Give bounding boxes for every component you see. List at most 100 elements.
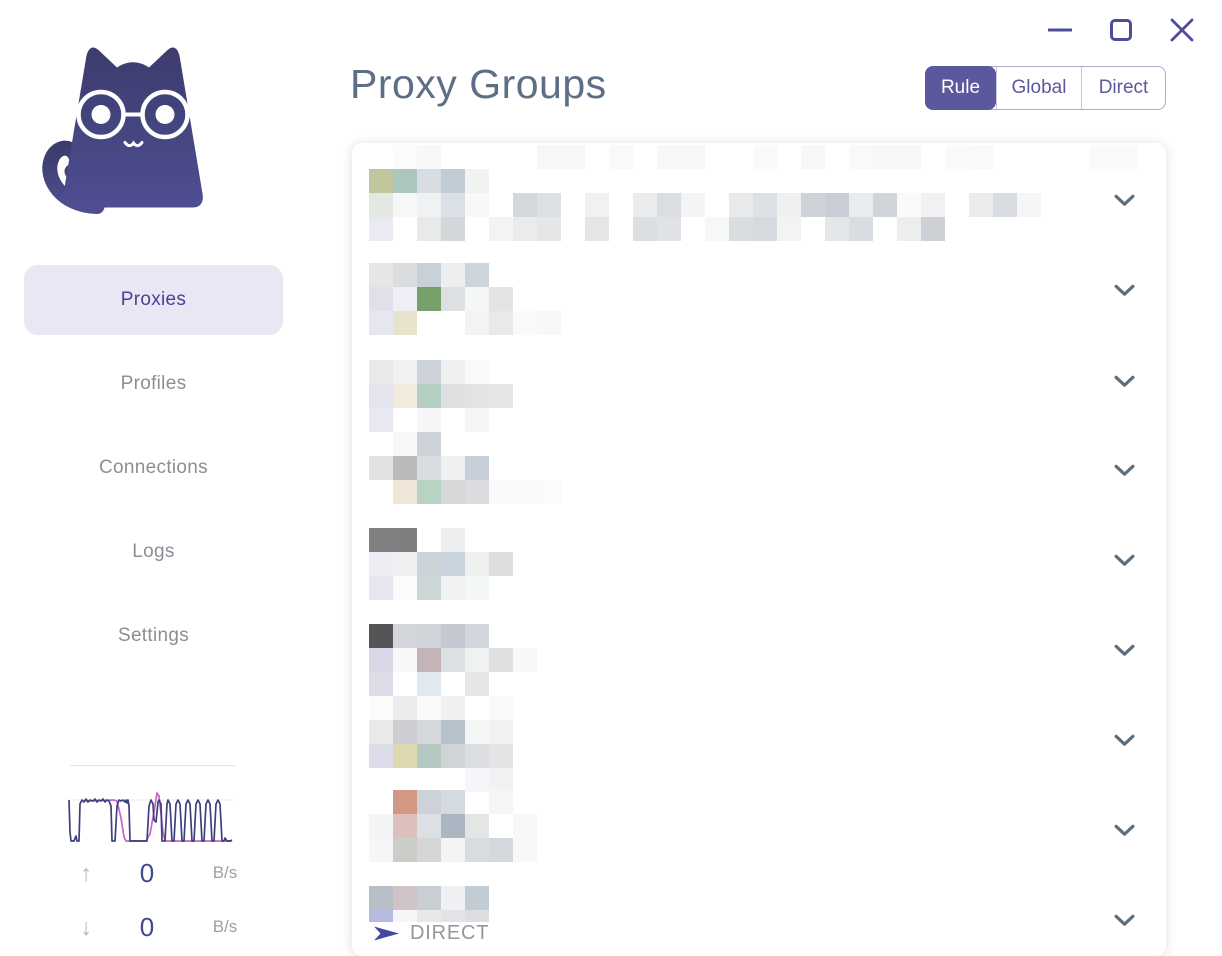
censored-cell — [393, 528, 417, 552]
censored-cell — [489, 552, 513, 576]
censored-cell — [1089, 145, 1113, 169]
download-arrow-icon: ↓ — [80, 914, 92, 940]
proxy-group-1[interactable] — [369, 145, 1137, 241]
proxy-group-7[interactable] — [369, 696, 513, 792]
maximize-icon — [1110, 19, 1132, 41]
censored-cell — [441, 480, 465, 504]
sidebar-item-proxies[interactable]: Proxies — [24, 265, 283, 335]
censored-cell — [369, 408, 393, 432]
censored-cell — [369, 910, 393, 922]
selected-node-direct[interactable]: DIRECT — [374, 922, 489, 945]
sidebar-item-logs[interactable]: Logs — [132, 541, 175, 562]
censored-cell — [369, 480, 393, 504]
censored-cell — [609, 193, 633, 217]
censored-cell — [489, 384, 513, 408]
censored-cell — [465, 624, 489, 648]
censored-cell — [801, 145, 825, 169]
cat-glasses-temple-right — [187, 111, 196, 117]
censored-cell — [369, 552, 393, 576]
censored-cell — [921, 217, 945, 241]
censored-cell — [1065, 145, 1089, 169]
censored-cell — [369, 384, 393, 408]
censored-cell — [729, 217, 753, 241]
sidebar-item-settings[interactable]: Settings — [117, 625, 190, 646]
censored-cell — [417, 384, 441, 408]
censored-cell — [777, 193, 801, 217]
censored-cell — [585, 145, 609, 169]
proxy-group-9[interactable] — [369, 886, 489, 922]
proxy-group-6[interactable] — [369, 624, 537, 696]
direct-label: DIRECT — [410, 922, 490, 944]
close-icon — [1170, 18, 1194, 42]
traffic-sparkline — [68, 792, 233, 842]
chevron-down-icon[interactable] — [1114, 914, 1135, 927]
censored-cell — [393, 648, 417, 672]
censored-cell — [705, 145, 729, 169]
censored-cell — [465, 193, 489, 217]
censored-cell — [417, 193, 441, 217]
censored-cell — [369, 528, 393, 552]
mode-global-button[interactable]: Global — [996, 67, 1081, 109]
chevron-down-icon[interactable] — [1114, 644, 1135, 657]
censored-cell — [441, 720, 465, 744]
censored-cell — [489, 648, 513, 672]
censored-cell — [465, 287, 489, 311]
proxy-group-5[interactable] — [369, 528, 513, 600]
chevron-down-icon[interactable] — [1114, 284, 1135, 297]
censored-cell — [417, 696, 441, 720]
censored-cell — [657, 145, 681, 169]
censored-cell — [417, 552, 441, 576]
censored-cell — [393, 145, 417, 169]
chevron-down-icon[interactable] — [1114, 734, 1135, 747]
proxy-group-3[interactable] — [369, 360, 513, 432]
censored-cell — [873, 145, 897, 169]
censored-cell — [489, 311, 513, 335]
censored-cell — [393, 552, 417, 576]
censored-cell — [393, 169, 417, 193]
censored-cell — [417, 744, 441, 768]
censored-cell — [369, 768, 393, 792]
direct-arrow-icon — [374, 926, 399, 941]
mode-rule-button[interactable]: Rule — [925, 66, 996, 110]
censored-cell — [465, 311, 489, 335]
censored-cell — [393, 886, 417, 910]
chevron-down-icon[interactable] — [1114, 554, 1135, 567]
download-speed-row: ↓ 0 B/s — [0, 912, 305, 942]
censored-cell — [1017, 145, 1041, 169]
censored-cell — [393, 576, 417, 600]
censored-cell — [417, 169, 441, 193]
minimize-button[interactable] — [1040, 10, 1080, 50]
close-button[interactable] — [1162, 10, 1202, 50]
censored-cell — [417, 432, 441, 456]
chevron-down-icon[interactable] — [1114, 194, 1135, 207]
censored-cell — [441, 814, 465, 838]
censored-cell — [393, 910, 417, 922]
censored-cell — [441, 384, 465, 408]
proxy-group-4[interactable] — [369, 432, 561, 504]
censored-cell — [465, 217, 489, 241]
chevron-down-icon[interactable] — [1114, 824, 1135, 837]
page-title: Proxy Groups — [350, 61, 607, 107]
chevron-down-icon[interactable] — [1114, 464, 1135, 477]
censored-cell — [393, 263, 417, 287]
censored-cell — [441, 528, 465, 552]
proxy-group-8[interactable] — [369, 790, 537, 862]
censored-cell — [1113, 145, 1137, 169]
censored-cell — [681, 145, 705, 169]
censored-cell — [441, 311, 465, 335]
maximize-button[interactable] — [1101, 10, 1141, 50]
censored-cell — [465, 720, 489, 744]
censored-cell — [489, 217, 513, 241]
censored-cell — [873, 217, 897, 241]
censored-cell — [441, 696, 465, 720]
proxy-group-2[interactable] — [369, 263, 561, 335]
censored-cell — [825, 193, 849, 217]
chevron-down-icon[interactable] — [1114, 375, 1135, 388]
censored-cell — [465, 576, 489, 600]
censored-cell — [1017, 193, 1041, 217]
mode-direct-button[interactable]: Direct — [1081, 67, 1165, 109]
censored-cell — [609, 145, 633, 169]
sidebar-item-connections[interactable]: Connections — [99, 457, 208, 478]
sidebar-item-profiles[interactable]: Profiles — [120, 373, 187, 394]
